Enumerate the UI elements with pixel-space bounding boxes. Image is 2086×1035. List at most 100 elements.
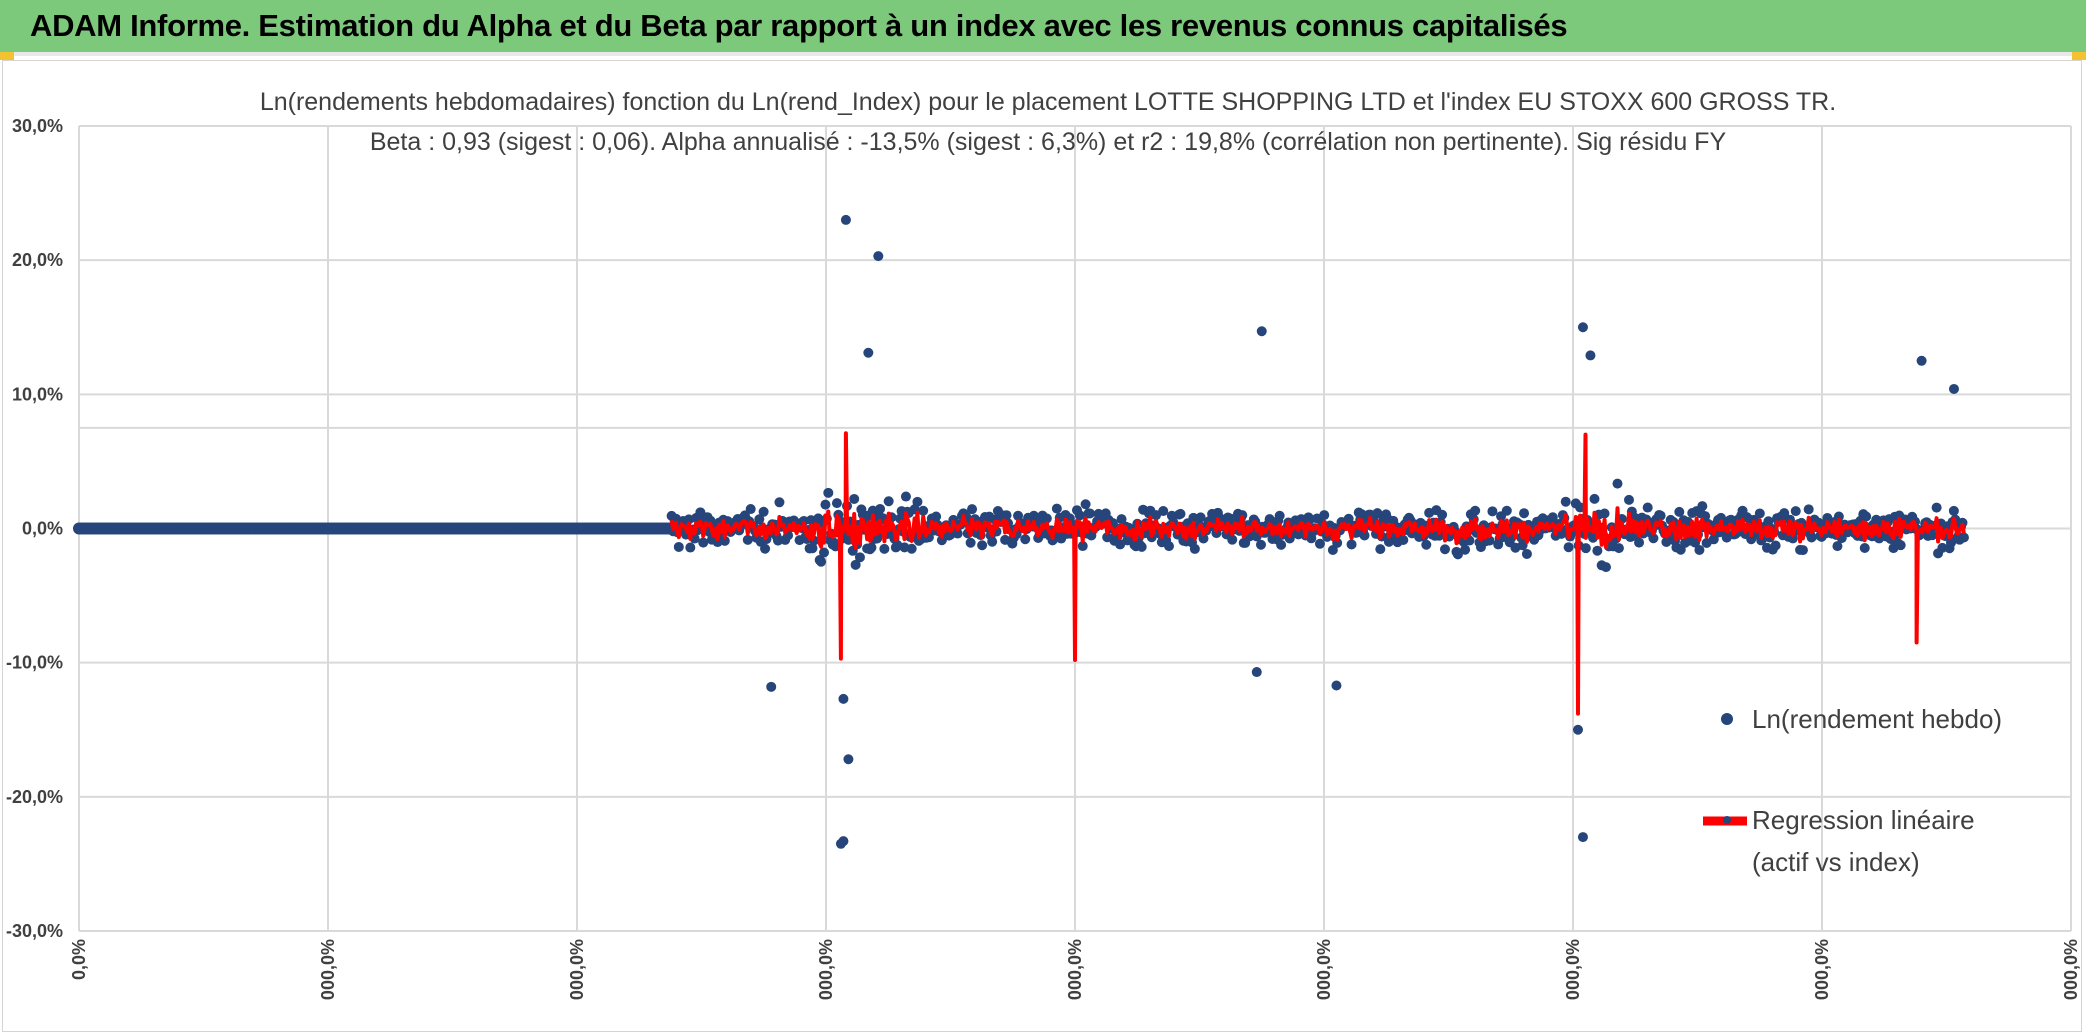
data-point xyxy=(1575,502,1586,513)
data-point-outlier xyxy=(766,681,777,692)
data-point xyxy=(1188,512,1199,523)
y-tick-label: 30,0% xyxy=(12,116,63,136)
data-point xyxy=(1421,539,1432,550)
data-point xyxy=(1674,506,1685,517)
regression-series xyxy=(669,431,1966,716)
data-point xyxy=(831,498,842,509)
data-point xyxy=(1041,513,1052,524)
data-point xyxy=(1470,505,1481,516)
data-point xyxy=(823,487,834,498)
regression-line xyxy=(669,431,1966,716)
data-point xyxy=(1439,544,1450,555)
data-point xyxy=(772,535,783,546)
data-point xyxy=(849,493,860,504)
y-tick-label: -10,0% xyxy=(6,653,63,673)
data-point xyxy=(1895,540,1906,551)
data-point xyxy=(1332,537,1343,548)
data-point xyxy=(1779,508,1790,519)
data-point xyxy=(698,537,709,548)
y-tick-label: 20,0% xyxy=(12,250,63,270)
data-point xyxy=(1521,548,1532,559)
data-point-outlier xyxy=(863,347,874,358)
data-point xyxy=(1592,545,1603,556)
data-point xyxy=(1198,533,1209,544)
data-point xyxy=(918,505,929,516)
data-point xyxy=(1116,514,1127,525)
data-point xyxy=(685,542,696,553)
y-tick-label: 0,0% xyxy=(22,519,63,539)
data-point xyxy=(977,540,988,551)
data-point xyxy=(1790,506,1801,517)
data-point-outlier xyxy=(1251,667,1262,678)
data-point xyxy=(1871,514,1882,525)
x-tick-label: 000,0% xyxy=(1314,939,1334,1000)
legend-label-line-2: (actif vs index) xyxy=(1752,847,1920,877)
data-point xyxy=(1599,508,1610,519)
data-point xyxy=(875,503,886,514)
data-point xyxy=(850,559,861,570)
data-point-outlier xyxy=(1948,383,1959,394)
x-tick-label: 000,0% xyxy=(1563,939,1583,1000)
data-point xyxy=(1806,532,1817,543)
data-point xyxy=(1487,506,1498,517)
data-point xyxy=(1694,545,1705,556)
data-point-outlier xyxy=(1577,322,1588,333)
data-point-outlier xyxy=(838,693,849,704)
data-point xyxy=(1084,508,1095,519)
data-point xyxy=(1931,502,1942,513)
data-point xyxy=(1163,541,1174,552)
data-point xyxy=(742,534,753,545)
data-point xyxy=(883,496,894,507)
data-point xyxy=(1372,508,1383,519)
data-point xyxy=(1861,511,1872,522)
data-point xyxy=(1501,505,1512,516)
data-point xyxy=(1398,534,1409,545)
data-point xyxy=(1957,517,1968,528)
data-point xyxy=(1189,543,1200,554)
x-tick-label: 000,0% xyxy=(2061,939,2081,1000)
data-point xyxy=(719,535,730,546)
data-point xyxy=(1560,496,1571,507)
data-point xyxy=(1437,509,1448,520)
data-point xyxy=(1175,508,1186,519)
data-point xyxy=(816,556,827,567)
data-point xyxy=(1634,537,1645,548)
y-tick-label: 10,0% xyxy=(12,384,63,404)
data-point-outlier xyxy=(840,214,851,225)
y-axis-ticks: 30,0% 20,0% 10,0% 0,0% -10,0% -20,0% -30,0% xyxy=(6,116,63,941)
scatter-chart: Ln(rendements hebdomadaires) fonction du… xyxy=(6,88,2081,1000)
data-point xyxy=(820,499,831,510)
data-point-outlier xyxy=(873,251,884,262)
data-point xyxy=(1797,545,1808,556)
data-point xyxy=(1276,539,1287,550)
data-point xyxy=(1051,503,1062,514)
data-point xyxy=(854,552,865,563)
data-point xyxy=(1227,534,1238,545)
data-point xyxy=(1580,543,1591,554)
data-point xyxy=(1948,505,1959,516)
data-point xyxy=(1648,533,1659,544)
data-point xyxy=(1077,541,1088,552)
x-axis-ticks: 0,0% 000,0% 000,0% 000,0% 000,0% 000,0% 000,0%… xyxy=(69,939,2081,1000)
data-point xyxy=(1803,504,1814,515)
chart-legend: Ln(rendement hebdo) Regression linéaire … xyxy=(1703,704,2002,877)
data-point xyxy=(1343,513,1354,524)
data-point xyxy=(745,504,756,515)
x-tick-label: 0,0% xyxy=(69,939,89,980)
data-point xyxy=(807,543,818,554)
data-point xyxy=(1020,534,1031,545)
y-tick-label: -20,0% xyxy=(6,787,63,807)
legend-label-line-1: Regression linéaire xyxy=(1752,805,1975,835)
x-tick-label: 000,0% xyxy=(567,939,587,1000)
data-point xyxy=(1158,506,1169,517)
data-point xyxy=(1452,549,1463,560)
data-point xyxy=(1359,530,1370,541)
data-point xyxy=(1001,510,1012,521)
data-point xyxy=(1563,542,1574,553)
data-point-outlier xyxy=(843,754,854,765)
data-point xyxy=(1655,510,1666,521)
data-point xyxy=(987,536,998,547)
data-point xyxy=(1314,538,1325,549)
data-point xyxy=(1519,508,1530,519)
data-point xyxy=(1274,510,1285,521)
